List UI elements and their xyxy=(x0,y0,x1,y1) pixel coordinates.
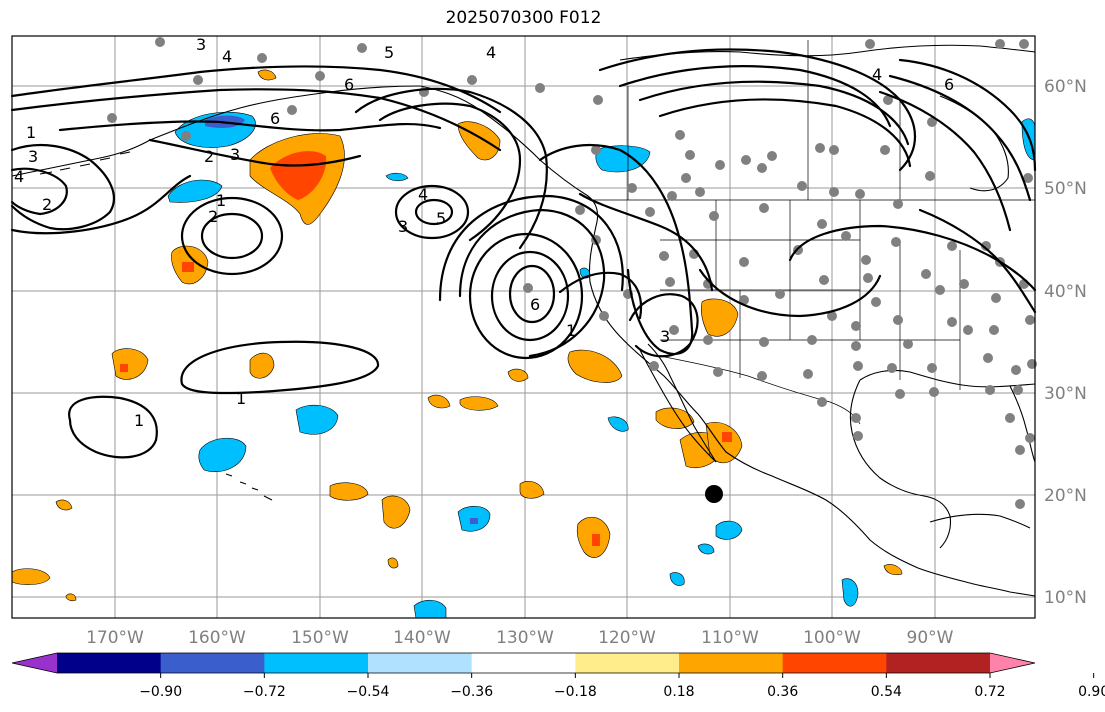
map-panel: 1 3 4 2 1 2 2 3 4 3 6 6 5 4 4 5 3 6 1 3 … xyxy=(10,35,1037,619)
lat-label: 20°N xyxy=(1044,486,1087,506)
storm-marker xyxy=(705,485,723,503)
colorbar-tick-label: 0.36 xyxy=(767,684,798,700)
lon-label: 90°W xyxy=(907,628,954,648)
shaded-field xyxy=(11,69,1036,619)
contour-lines xyxy=(10,48,1037,459)
lon-label: 170°W xyxy=(86,628,144,648)
contour-labels: 1 3 4 2 1 2 2 3 4 3 6 6 5 4 4 5 3 6 1 3 … xyxy=(14,35,954,430)
contour-label: 3 xyxy=(660,327,670,346)
colorbar-bin xyxy=(264,653,369,673)
colorbar-bin xyxy=(368,653,473,673)
contour-label: 1 xyxy=(216,191,226,210)
colorbar-extend-min xyxy=(12,653,57,673)
contour-label: 3 xyxy=(28,147,38,166)
colorbar-tick-label: −0.72 xyxy=(243,684,286,700)
contour-label: 3 xyxy=(230,145,240,164)
colorbar-tick-label: −0.90 xyxy=(139,684,182,700)
contour-label: 6 xyxy=(344,75,354,94)
lon-label: 120°W xyxy=(598,628,656,648)
lat-label: 60°N xyxy=(1044,77,1087,97)
contour-label: 2 xyxy=(42,195,52,214)
contour-label: 2 xyxy=(208,207,218,226)
station-markers xyxy=(107,37,1037,509)
colorbar-bin xyxy=(57,653,162,673)
colorbar-bin xyxy=(160,653,265,673)
lon-label: 140°W xyxy=(393,628,451,648)
contour-label: 4 xyxy=(14,167,24,186)
lat-label: 30°N xyxy=(1044,384,1087,404)
contour-label: 3 xyxy=(398,217,408,236)
graticule xyxy=(12,36,1035,618)
colorbar-tick-label: 0.18 xyxy=(663,684,694,700)
colorbar-tick-label: 0.54 xyxy=(871,684,902,700)
contour-label: 1 xyxy=(566,321,576,340)
contour-label: 4 xyxy=(872,65,882,84)
contour-label: 2 xyxy=(204,147,214,166)
colorbar-tick-label: −0.18 xyxy=(554,684,597,700)
contour-label: 1 xyxy=(236,389,246,408)
colorbar-bin xyxy=(886,653,991,673)
colorbar-ticks: −0.90 −0.72 −0.54 −0.36 −0.18 0.18 0.36 0.54 0.7… xyxy=(139,673,1105,700)
contour-label: 6 xyxy=(270,109,280,128)
longitude-axis: 170°W 160°W 150°W 140°W 130°W 120°W 110°… xyxy=(86,628,954,648)
contour-label: 6 xyxy=(944,75,954,94)
lon-label: 160°W xyxy=(188,628,246,648)
colorbar-tick-label: −0.36 xyxy=(450,684,493,700)
lon-label: 110°W xyxy=(701,628,759,648)
lat-label: 40°N xyxy=(1044,282,1087,302)
contour-label: 4 xyxy=(486,43,496,62)
contour-label: 3 xyxy=(196,35,206,54)
colorbar-bin xyxy=(679,653,784,673)
map-title: 2025070300 F012 xyxy=(445,8,602,28)
contour-label: 1 xyxy=(134,411,144,430)
lon-label: 100°W xyxy=(803,628,861,648)
lat-label: 10°N xyxy=(1044,588,1087,608)
colorbar-bin xyxy=(575,653,680,673)
contour-label: 6 xyxy=(530,295,540,314)
colorbar-tick-label: 0.72 xyxy=(974,684,1005,700)
lon-label: 150°W xyxy=(291,628,349,648)
contour-label: 5 xyxy=(436,209,446,228)
lat-label: 50°N xyxy=(1044,179,1087,199)
colorbar-tick-label: 0.90 xyxy=(1078,684,1105,700)
colorbar-bin xyxy=(471,653,576,673)
contour-label: 5 xyxy=(384,43,394,62)
contour-label: 4 xyxy=(418,185,428,204)
colorbar-tick-label: −0.54 xyxy=(347,684,390,700)
colorbar-extend-max xyxy=(990,653,1035,673)
latitude-axis: 60°N 50°N 40°N 30°N 20°N 10°N xyxy=(1044,77,1087,608)
colorbar-bin xyxy=(782,653,887,673)
contour-label: 1 xyxy=(26,123,36,142)
contour-label: 4 xyxy=(222,47,232,66)
lon-label: 130°W xyxy=(496,628,554,648)
colorbar xyxy=(11,652,1036,674)
